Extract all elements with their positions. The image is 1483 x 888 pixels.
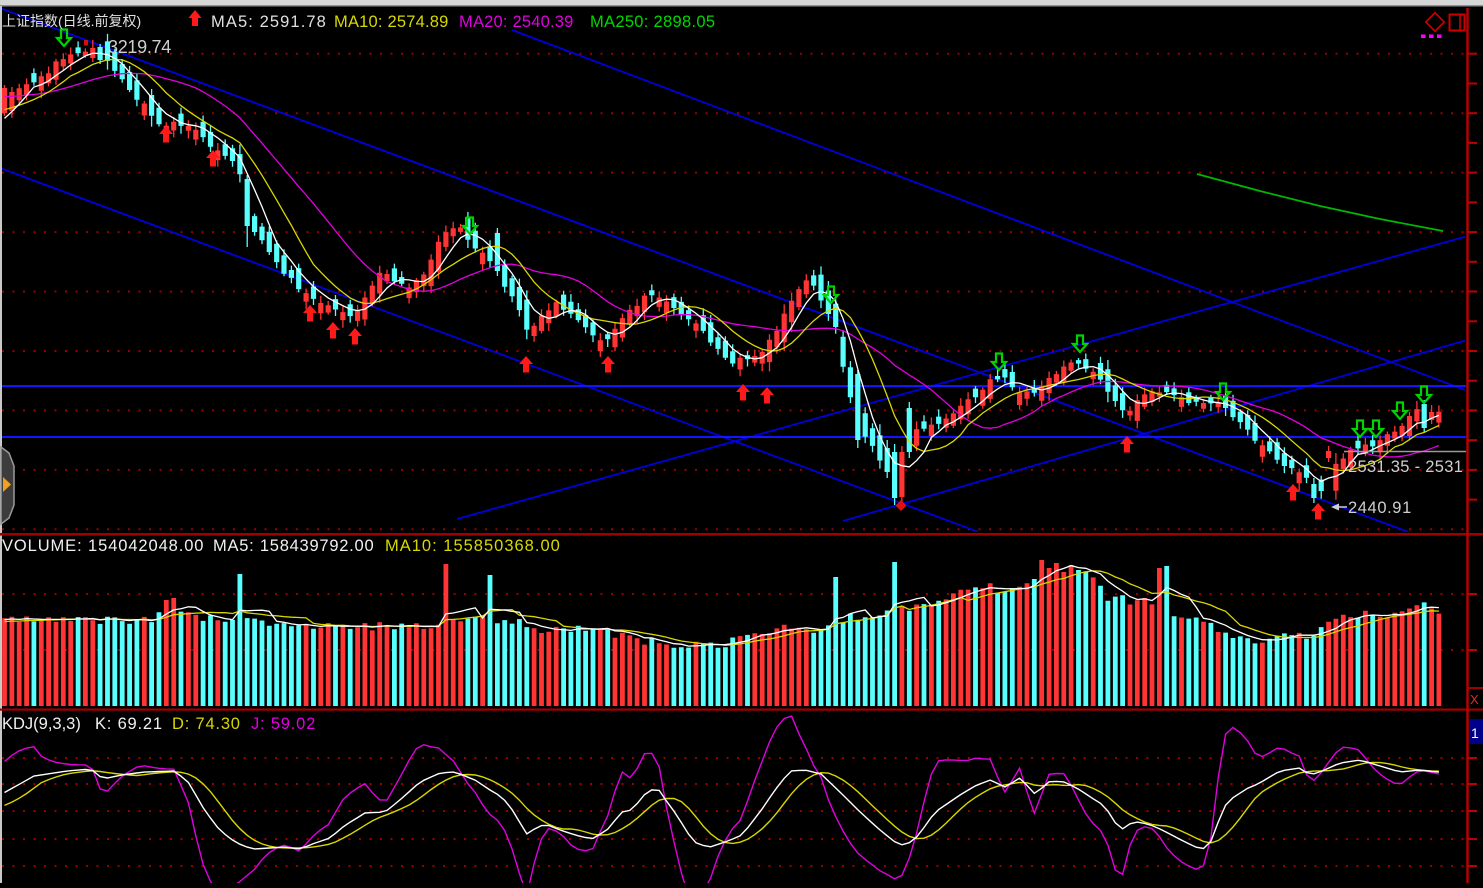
svg-text:MA20: 2540.39: MA20: 2540.39 bbox=[459, 13, 574, 31]
svg-text:MA10: 155850368.00: MA10: 155850368.00 bbox=[385, 537, 561, 555]
svg-text:MA10: 2574.89: MA10: 2574.89 bbox=[334, 13, 449, 31]
svg-text:X: X bbox=[1470, 692, 1479, 707]
svg-text:D: 74.30: D: 74.30 bbox=[172, 715, 241, 733]
svg-text:上证指数(日线.前复权): 上证指数(日线.前复权) bbox=[2, 13, 141, 29]
svg-text:MA5: 158439792.00: MA5: 158439792.00 bbox=[213, 537, 374, 555]
svg-text:1 1: 1 1 bbox=[1471, 725, 1483, 741]
svg-text:VOLUME: 154042048.00: VOLUME: 154042048.00 bbox=[2, 537, 204, 555]
svg-text:MA5: 2591.78: MA5: 2591.78 bbox=[211, 13, 327, 31]
svg-text:J: 59.02: J: 59.02 bbox=[251, 715, 316, 733]
svg-text:2440.91: 2440.91 bbox=[1348, 499, 1412, 517]
svg-text:3219.74: 3219.74 bbox=[108, 37, 171, 57]
svg-text:KDJ(9,3,3): KDJ(9,3,3) bbox=[2, 715, 81, 733]
svg-text:K: 69.21: K: 69.21 bbox=[95, 715, 163, 733]
svg-text:2531.35 - 2531: 2531.35 - 2531 bbox=[1348, 458, 1463, 476]
svg-text:MA250: 2898.05: MA250: 2898.05 bbox=[590, 13, 715, 31]
